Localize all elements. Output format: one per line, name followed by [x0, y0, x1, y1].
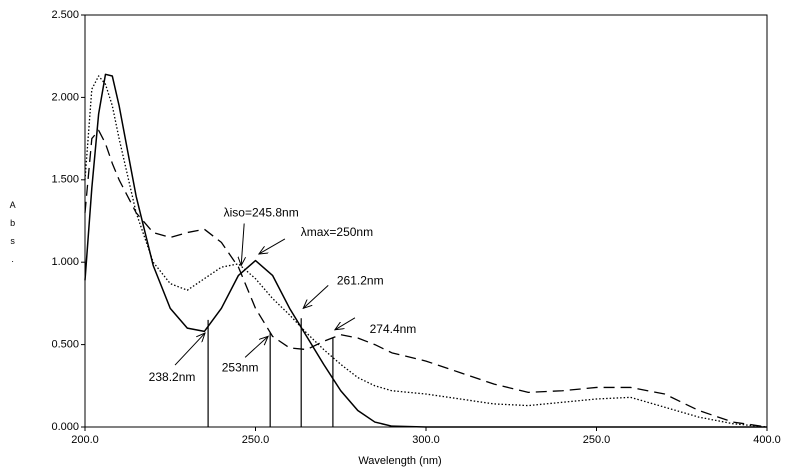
annotation-arrow — [335, 317, 356, 330]
x-tick-label: 250.0 — [242, 434, 270, 446]
annotation: 238.2nm — [149, 370, 196, 384]
annotation: λiso=245.8nm — [224, 206, 299, 220]
annotation: λmax=250nm — [301, 225, 373, 239]
plot-frame — [84, 14, 768, 428]
y-axis-label: Abs. — [8, 200, 18, 272]
series-line — [84, 73, 767, 428]
x-tick-label: 250.0 — [583, 434, 611, 446]
x-tick-label: 400.0 — [753, 434, 781, 446]
y-tick-label: 0.500 — [51, 339, 79, 351]
y-tick-label: 2.000 — [51, 91, 79, 103]
y-tick-label: 2.500 — [51, 9, 79, 21]
y-tick-label: 1.000 — [51, 256, 79, 268]
annotation-arrow — [303, 284, 329, 308]
x-axis-label: Wavelength (nm) — [358, 455, 441, 467]
annotation-arrow — [174, 333, 205, 366]
x-tick-label: 200.0 — [71, 434, 99, 446]
y-tick-label: 1.500 — [51, 174, 79, 186]
x-tick-label: 300.0 — [412, 434, 440, 446]
annotation: 274.4nm — [370, 322, 417, 336]
annotation: 253nm — [222, 361, 259, 375]
annotation-arrow — [259, 238, 286, 254]
annotation-arrow — [244, 336, 268, 358]
annotation-arrow — [241, 223, 244, 265]
annotation: 261.2nm — [337, 274, 384, 288]
y-tick-label: 0.000 — [51, 421, 79, 433]
